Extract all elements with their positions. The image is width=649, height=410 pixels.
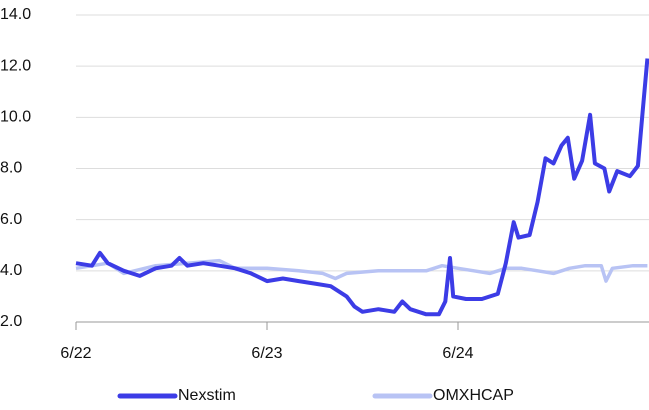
y-tick-label: 2.0 — [0, 313, 22, 330]
y-tick-label: 8.0 — [0, 160, 22, 177]
legend-label: Nexstim — [178, 387, 236, 404]
y-tick-label: 14.0 — [0, 6, 31, 23]
y-tick-label: 6.0 — [0, 211, 22, 228]
line — [75, 258, 648, 283]
y-tick-label: 10.0 — [0, 109, 31, 126]
x-tick-label: 6/24 — [442, 345, 473, 362]
x-tick-label: 6/23 — [251, 345, 282, 362]
legend-label: OMXHCAP — [433, 387, 514, 404]
y-tick-label: 4.0 — [0, 262, 22, 279]
x-tick-label: 6/22 — [60, 345, 91, 362]
line — [75, 58, 649, 317]
y-tick-label: 12.0 — [0, 57, 31, 74]
